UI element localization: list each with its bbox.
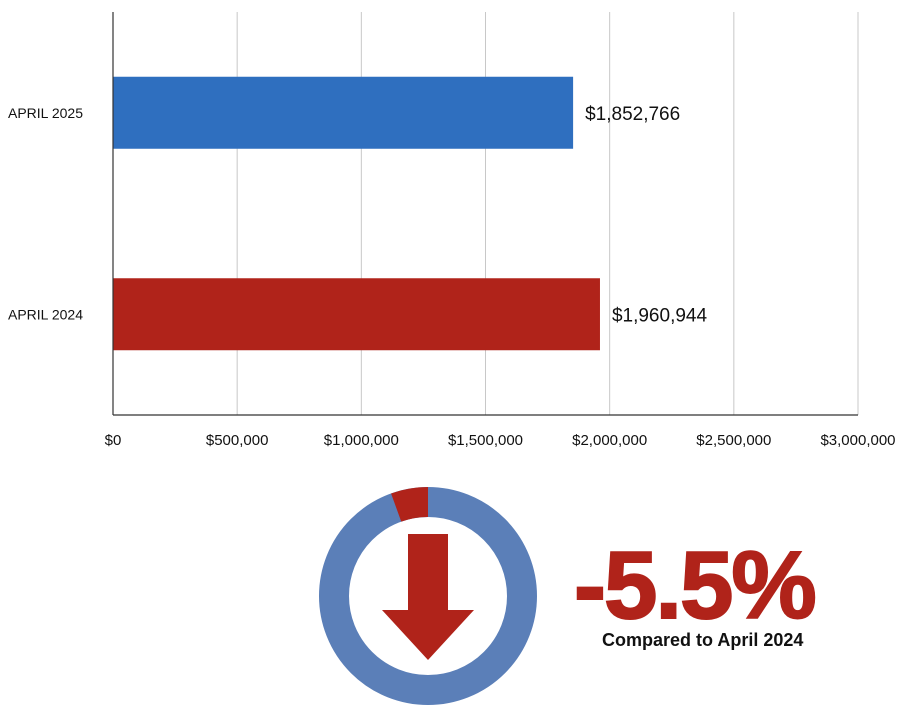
bar [113, 76, 574, 149]
x-tick-label: $3,000,000 [820, 432, 895, 449]
arrow-down-icon [382, 534, 474, 660]
change-caption: Compared to April 2024 [602, 630, 804, 650]
x-tick-label: $1,500,000 [448, 432, 523, 449]
grid-lines [236, 12, 859, 415]
change-donut [319, 487, 537, 705]
category-label: APRIL 2024 [8, 306, 83, 322]
bar-chart: $0 $500,000 $1,000,000 $1,500,000 $2,000,000… [8, 12, 896, 449]
x-tick-label: $0 [105, 432, 122, 449]
labels: $0 $500,000 $1,000,000 $1,500,000 $2,000,000… [8, 104, 896, 449]
bars [113, 76, 600, 351]
axes [112, 12, 858, 416]
x-tick-label: $1,000,000 [324, 432, 399, 449]
x-tick-label: $2,500,000 [696, 432, 771, 449]
data-label: $1,960,944 [612, 305, 708, 326]
change-percent: -5.5% [573, 532, 818, 639]
x-tick-label: $500,000 [206, 432, 269, 449]
donut-change-slice [391, 487, 429, 522]
category-label: APRIL 2025 [8, 105, 83, 121]
data-label: $1,852,766 [585, 104, 680, 125]
x-tick-label: $2,000,000 [572, 432, 647, 449]
bar [113, 278, 600, 351]
